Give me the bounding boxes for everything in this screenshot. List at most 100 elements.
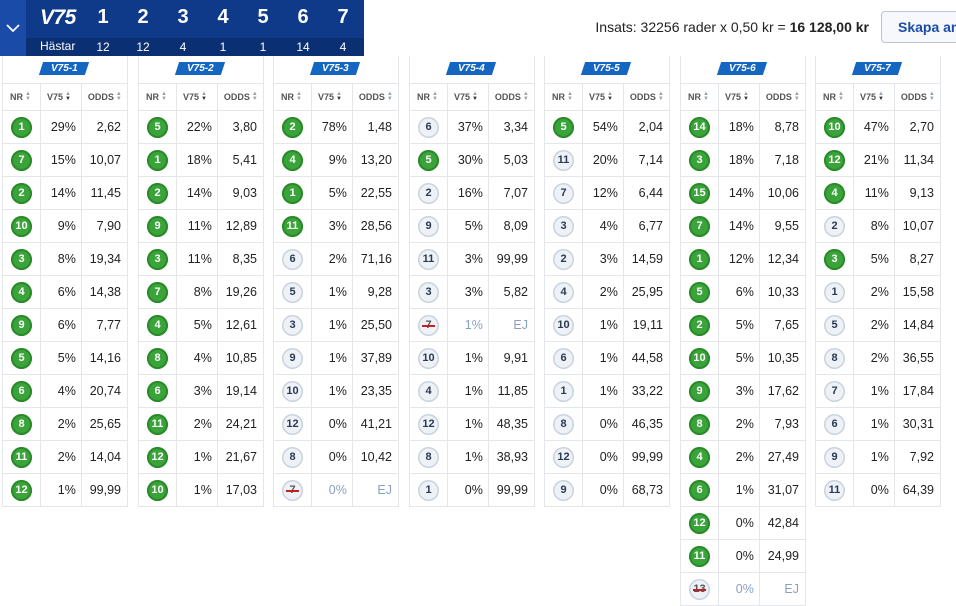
table-row[interactable]: 11 3% 28,56	[272, 209, 400, 243]
table-row[interactable]: 6 1% 30,31	[814, 407, 942, 441]
sort-header-odds[interactable]: ODDS ▲ ▼	[758, 83, 807, 111]
sort-header-v75[interactable]: V75 ▲ ▼	[853, 83, 895, 111]
table-row[interactable]: 6 1% 44,58	[543, 341, 671, 375]
horse-number-button[interactable]: 7	[689, 215, 710, 237]
table-row[interactable]: 5 2% 14,84	[814, 308, 942, 342]
table-row[interactable]: 1 12% 12,34	[679, 242, 807, 276]
table-row[interactable]: 10 47% 2,70	[814, 110, 942, 144]
table-row[interactable]: 7 8% 19,26	[137, 275, 265, 309]
leg-number-1[interactable]: 1	[97, 6, 109, 28]
horse-number-button[interactable]: 4	[553, 281, 574, 303]
sort-header-nr[interactable]: NR ▲ ▼	[408, 83, 449, 111]
sort-header-nr[interactable]: NR ▲ ▼	[679, 83, 720, 111]
table-row[interactable]: 11 20% 7,14	[543, 143, 671, 177]
table-row[interactable]: 3 8% 19,34	[1, 242, 129, 276]
sort-header-nr[interactable]: NR ▲ ▼	[272, 83, 313, 111]
table-row[interactable]: 8 2% 7,93	[679, 407, 807, 441]
horse-number-button[interactable]: 12	[824, 149, 845, 171]
table-row[interactable]: 2 14% 9,03	[137, 176, 265, 210]
table-row[interactable]: 7 1% 17,84	[814, 374, 942, 408]
horse-number-button[interactable]: 7	[824, 380, 845, 402]
sort-header-v75[interactable]: V75 ▲ ▼	[582, 83, 624, 111]
sort-header-nr[interactable]: NR ▲ ▼	[814, 83, 855, 111]
horse-number-button[interactable]: 11	[147, 413, 168, 435]
horse-number-button[interactable]: 4	[11, 281, 32, 303]
horse-number-button[interactable]: 5	[553, 116, 574, 138]
horse-number-button[interactable]: 15	[689, 182, 710, 204]
horse-number-button[interactable]: 2	[418, 182, 439, 204]
table-row[interactable]: 11 0% 24,99	[679, 539, 807, 573]
sort-header-odds[interactable]: ODDS ▲ ▼	[216, 83, 265, 111]
table-row[interactable]: 3 18% 7,18	[679, 143, 807, 177]
horse-number-button[interactable]: 1	[553, 380, 574, 402]
horse-number-button[interactable]: 5	[418, 149, 439, 171]
sort-header-nr[interactable]: NR ▲ ▼	[543, 83, 584, 111]
table-row[interactable]: 3 11% 8,35	[137, 242, 265, 276]
horse-number-button[interactable]: 5	[689, 281, 710, 303]
horse-number-button[interactable]: 3	[824, 248, 845, 270]
sort-header-nr[interactable]: NR ▲ ▼	[1, 83, 42, 111]
table-row[interactable]: 11 2% 14,04	[1, 440, 129, 474]
horse-number-button[interactable]: 6	[11, 380, 32, 402]
table-row[interactable]: 12 1% 99,99	[1, 473, 129, 507]
horse-number-button[interactable]: 12	[689, 512, 710, 534]
horse-number-button[interactable]: 2	[553, 248, 574, 270]
horse-number-button[interactable]: 2	[689, 314, 710, 336]
horse-number-button[interactable]: 11	[11, 446, 32, 468]
horse-number-button[interactable]: 3	[282, 314, 303, 336]
table-row[interactable]: 7 1% EJ	[408, 308, 536, 342]
horse-number-button[interactable]: 5	[282, 281, 303, 303]
horse-number-button[interactable]: 9	[418, 215, 439, 237]
horse-number-button[interactable]: 11	[689, 545, 710, 567]
horse-number-button[interactable]: 10	[147, 479, 168, 501]
horse-number-button[interactable]: 7	[11, 149, 32, 171]
table-row[interactable]: 7 0% EJ	[272, 473, 400, 507]
table-row[interactable]: 1 0% 99,99	[408, 473, 536, 507]
horse-number-button[interactable]: 8	[11, 413, 32, 435]
table-row[interactable]: 4 9% 13,20	[272, 143, 400, 177]
horse-number-button[interactable]: 8	[553, 413, 574, 435]
horse-number-button[interactable]: 2	[11, 182, 32, 204]
horse-number-button[interactable]: 3	[147, 248, 168, 270]
horse-number-button[interactable]: 11	[282, 215, 303, 237]
horse-number-button[interactable]: 10	[824, 116, 845, 138]
horse-number-button[interactable]: 10	[689, 347, 710, 369]
horse-number-button[interactable]: 8	[689, 413, 710, 435]
table-row[interactable]: 12 1% 21,67	[137, 440, 265, 474]
table-row[interactable]: 9 11% 12,89	[137, 209, 265, 243]
table-row[interactable]: 1 18% 5,41	[137, 143, 265, 177]
horse-number-button[interactable]: 10	[11, 215, 32, 237]
table-row[interactable]: 2 16% 7,07	[408, 176, 536, 210]
table-row[interactable]: 9 1% 7,92	[814, 440, 942, 474]
sort-header-v75[interactable]: V75 ▲ ▼	[311, 83, 353, 111]
table-row[interactable]: 4 2% 27,49	[679, 440, 807, 474]
table-row[interactable]: 10 5% 10,35	[679, 341, 807, 375]
horse-number-button[interactable]: 9	[553, 479, 574, 501]
horse-number-button[interactable]: 4	[418, 380, 439, 402]
horse-number-button[interactable]: 1	[282, 182, 303, 204]
table-row[interactable]: 4 5% 12,61	[137, 308, 265, 342]
horse-number-button[interactable]: 5	[11, 347, 32, 369]
horse-number-button[interactable]: 1	[11, 116, 32, 138]
table-row[interactable]: 2 14% 11,45	[1, 176, 129, 210]
horse-number-button[interactable]: 3	[689, 149, 710, 171]
table-row[interactable]: 7 15% 10,07	[1, 143, 129, 177]
leg-number-2[interactable]: 2	[137, 6, 149, 28]
sort-header-odds[interactable]: ODDS ▲ ▼	[80, 83, 129, 111]
table-row[interactable]: 9 0% 68,73	[543, 473, 671, 507]
table-row[interactable]: 9 1% 37,89	[272, 341, 400, 375]
table-row[interactable]: 12 0% 41,21	[272, 407, 400, 441]
table-row[interactable]: 2 78% 1,48	[272, 110, 400, 144]
horse-number-button[interactable]: 9	[147, 215, 168, 237]
horse-number-button[interactable]: 11	[824, 479, 845, 501]
horse-number-button[interactable]: 5	[147, 116, 168, 138]
sort-header-nr[interactable]: NR ▲ ▼	[137, 83, 178, 111]
horse-number-button[interactable]: 8	[824, 347, 845, 369]
leg-number-4[interactable]: 4	[217, 6, 229, 28]
horse-number-button[interactable]: 4	[689, 446, 710, 468]
horse-number-button[interactable]: 3	[11, 248, 32, 270]
table-row[interactable]: 11 3% 99,99	[408, 242, 536, 276]
sort-header-v75[interactable]: V75 ▲ ▼	[176, 83, 218, 111]
table-row[interactable]: 8 2% 36,55	[814, 341, 942, 375]
sort-header-odds[interactable]: ODDS ▲ ▼	[487, 83, 536, 111]
